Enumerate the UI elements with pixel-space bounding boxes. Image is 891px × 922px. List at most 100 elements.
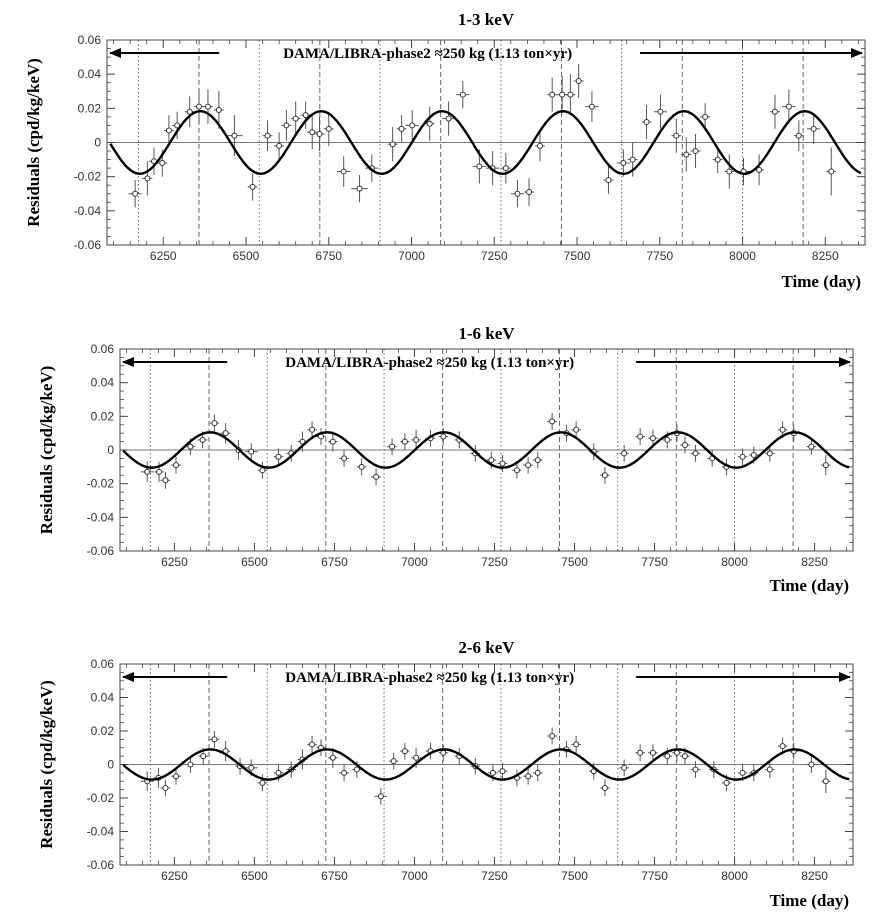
x-axis-label: Time (day) (782, 272, 862, 291)
data-point (680, 436, 690, 454)
point-marker (196, 103, 203, 110)
point-marker (692, 450, 699, 457)
point-marker (714, 156, 721, 163)
y-tick-label: -0.02 (74, 170, 102, 184)
point-marker (325, 125, 332, 132)
data-point (635, 744, 645, 762)
data-point (171, 456, 181, 474)
y-tick-label: -0.02 (87, 477, 115, 491)
data-point (171, 767, 181, 785)
data-point (512, 461, 522, 479)
data-point (142, 161, 153, 196)
x-tick-label: 7750 (641, 869, 668, 883)
point-marker (692, 766, 699, 773)
point-marker (341, 769, 348, 776)
point-marker (673, 132, 680, 139)
point-marker (409, 122, 416, 129)
data-point (194, 89, 204, 124)
point-marker (664, 436, 671, 443)
dataset-annotation: DAMA/LIBRA-phase2 ≈250 kg (1.13 ton×yr) (283, 46, 572, 62)
x-tick-label: 7500 (561, 555, 588, 569)
data-point (532, 451, 543, 469)
point-marker (329, 754, 336, 761)
x-tick-label: 7750 (641, 555, 668, 569)
data-point (724, 154, 735, 189)
point-marker (681, 753, 688, 760)
point-marker (649, 435, 656, 442)
point-marker (426, 120, 433, 127)
dataset-annotation: DAMA/LIBRA-phase2 ≈250 kg (1.13 ton×yr) (285, 355, 574, 371)
point-marker (822, 778, 829, 785)
data-point (635, 428, 645, 445)
point-marker (489, 769, 496, 776)
point-marker (637, 749, 644, 756)
point-marker (573, 426, 580, 433)
data-point (160, 471, 171, 489)
point-marker (559, 91, 566, 98)
point-marker (683, 151, 690, 158)
data-point (328, 431, 338, 452)
point-marker (499, 768, 506, 775)
data-point (396, 115, 407, 143)
point-marker (316, 130, 323, 137)
data-point (314, 116, 325, 152)
data-point (438, 428, 449, 445)
data-point (806, 438, 817, 456)
data-point (339, 450, 349, 467)
data-point (339, 764, 349, 782)
point-marker (739, 453, 746, 460)
y-tick-label: 0.04 (91, 376, 115, 390)
point-marker (808, 761, 815, 768)
data-point (523, 767, 533, 785)
data-point (441, 101, 456, 136)
x-tick-label: 6750 (321, 869, 348, 883)
point-marker (514, 190, 521, 197)
point-marker (413, 754, 420, 761)
point-marker (156, 468, 163, 475)
point-marker (808, 443, 815, 450)
y-tick-label: -0.04 (74, 204, 102, 218)
point-marker (373, 473, 380, 480)
point-marker (502, 165, 509, 172)
y-tick-label: 0 (107, 758, 114, 772)
x-tick-label: 8250 (801, 869, 828, 883)
point-marker (534, 769, 541, 776)
data-point (662, 747, 673, 765)
x-tick-label: 6250 (161, 555, 188, 569)
point-marker (292, 115, 299, 122)
data-point (681, 137, 692, 172)
data-point (700, 103, 711, 131)
point-marker (275, 769, 282, 776)
point-marker (549, 418, 556, 425)
data-point (820, 769, 831, 793)
data-point (653, 94, 668, 129)
y-tick-label: 0.04 (78, 67, 102, 81)
data-point (213, 91, 224, 129)
point-marker (459, 91, 466, 98)
cosine-fit-curve (122, 431, 850, 469)
point-marker (159, 160, 166, 166)
y-tick-label: 0.02 (91, 724, 115, 738)
x-tick-label: 6500 (233, 249, 260, 263)
data-point (524, 178, 534, 206)
data-point (202, 89, 213, 124)
point-marker (276, 142, 283, 149)
x-axis-label: Time (day) (770, 891, 850, 910)
point-marker (144, 175, 151, 182)
data-point (307, 736, 317, 753)
data-point (486, 151, 500, 186)
data-point (307, 115, 318, 150)
x-tick-label: 6250 (150, 249, 177, 263)
data-point (497, 762, 508, 780)
data-point (374, 787, 388, 805)
y-tick-label: 0.06 (91, 657, 115, 671)
point-marker (549, 733, 556, 740)
panel-2: 1-6 keV -0.06 -0.04 -0.02 0 0.02 0.04 0.06 6250 6… (37, 324, 854, 595)
point-marker (822, 462, 829, 469)
y-tick-label: -0.06 (87, 544, 115, 558)
x-tick-label: 6250 (161, 869, 188, 883)
point-marker (211, 420, 218, 427)
data-point (387, 127, 398, 162)
chart-title: 1-3 keV (458, 10, 515, 29)
